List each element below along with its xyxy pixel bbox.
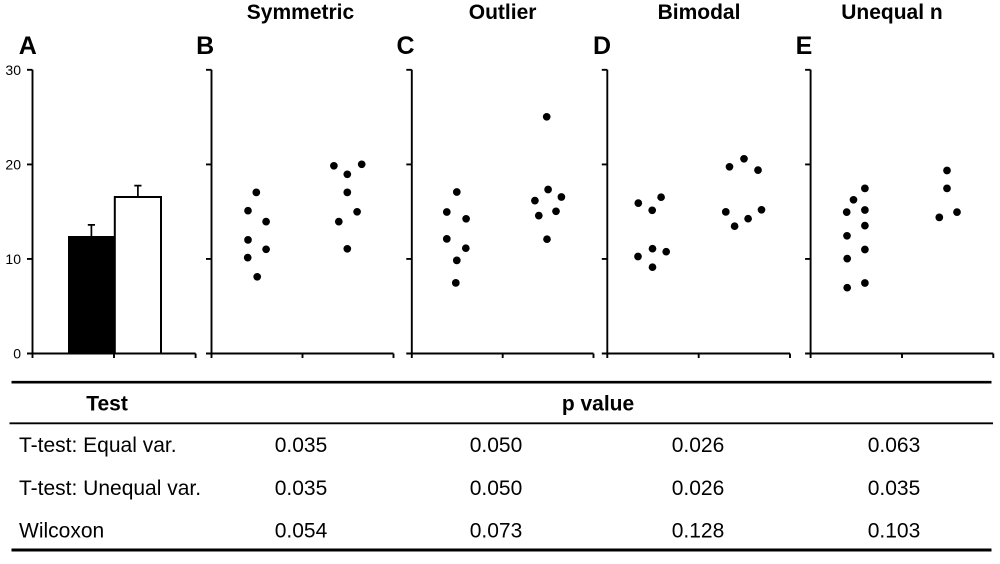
svg-text:Test: Test <box>86 393 128 416</box>
svg-text:D: D <box>593 32 611 60</box>
svg-text:Wilcoxon: Wilcoxon <box>19 520 104 543</box>
svg-text:0.026: 0.026 <box>672 477 725 500</box>
svg-text:C: C <box>396 32 414 60</box>
svg-text:B: B <box>196 32 214 60</box>
svg-text:0.128: 0.128 <box>672 520 725 543</box>
svg-text:10: 10 <box>5 251 21 267</box>
svg-text:0.026: 0.026 <box>672 434 725 457</box>
svg-text:Symmetric: Symmetric <box>247 1 355 24</box>
svg-text:0.073: 0.073 <box>470 520 523 543</box>
svg-text:0.035: 0.035 <box>275 477 328 500</box>
svg-text:0.050: 0.050 <box>470 477 523 500</box>
svg-text:30: 30 <box>5 62 21 78</box>
svg-text:20: 20 <box>5 156 21 172</box>
svg-text:0.050: 0.050 <box>470 434 523 457</box>
svg-text:0.054: 0.054 <box>275 520 328 543</box>
svg-text:0.063: 0.063 <box>868 434 921 457</box>
svg-text:Bimodal: Bimodal <box>658 1 741 24</box>
svg-text:Outlier: Outlier <box>469 1 537 24</box>
svg-text:0: 0 <box>13 346 21 362</box>
svg-text:T-test: Unequal var.: T-test: Unequal var. <box>19 477 201 500</box>
svg-text:A: A <box>19 32 37 60</box>
svg-text:0.035: 0.035 <box>868 477 921 500</box>
svg-text:T-test: Equal var.: T-test: Equal var. <box>19 434 177 457</box>
svg-text:E: E <box>796 32 813 60</box>
svg-text:0.103: 0.103 <box>868 520 921 543</box>
svg-text:p value: p value <box>562 393 634 416</box>
svg-text:Unequal n: Unequal n <box>841 1 943 24</box>
svg-text:0.035: 0.035 <box>275 434 328 457</box>
